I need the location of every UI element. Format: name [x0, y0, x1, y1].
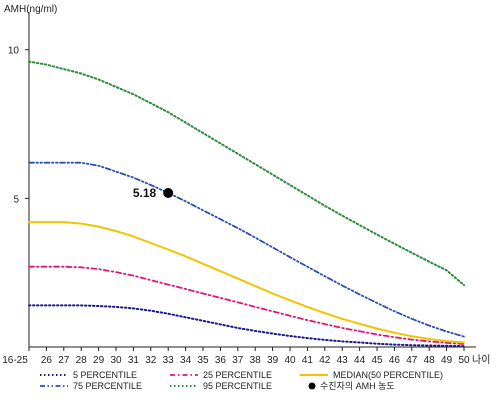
x-axis-title: 나이: [472, 354, 490, 366]
legend-label: 5 PERCENTILE: [73, 370, 137, 380]
legend-label: 25 PERCENTILE: [203, 370, 272, 380]
x-tick-label: 41: [302, 355, 314, 366]
x-tick-label: 45: [371, 355, 383, 366]
x-tick-label: 50: [458, 355, 470, 366]
legend-label: 75 PERCENTILE: [73, 381, 142, 391]
series-line-95-percentile: [28, 60, 465, 287]
legend-label: 수진자의 AMH 농도: [320, 381, 395, 391]
x-tick-label: 43: [337, 355, 349, 366]
x-tick-label: 37: [232, 355, 244, 366]
y-tick-label: 5: [13, 194, 19, 205]
x-tick-label: 26: [41, 355, 53, 366]
x-tick-label: 48: [424, 355, 436, 366]
x-tick-label: 44: [354, 355, 366, 366]
x-tick-label: 33: [163, 355, 175, 366]
x-tick-label: 31: [128, 355, 140, 366]
x-tick-label: 16-25: [2, 355, 28, 366]
x-tick-label: 35: [197, 355, 209, 366]
x-tick-label: 47: [406, 355, 418, 366]
series-line-25-percentile: [28, 265, 465, 345]
x-tick-label: 40: [284, 355, 296, 366]
x-tick-label: 30: [110, 355, 122, 366]
x-tick-label: 32: [145, 355, 157, 366]
x-tick-label: 27: [58, 355, 70, 366]
x-tick-label: 34: [180, 355, 192, 366]
x-tick-label: 46: [389, 355, 401, 366]
legend-label: 95 PERCENTILE: [203, 381, 272, 391]
x-tick-label: 29: [93, 355, 105, 366]
patient-amh-point: [163, 188, 174, 199]
legend-label: MEDIAN(50 PERCENTILE): [333, 370, 443, 380]
series-line-75-percentile: [28, 161, 465, 338]
series-line-5-percentile: [28, 304, 465, 348]
patient-amh-label: 5.18: [133, 186, 157, 200]
x-tick-label: 39: [267, 355, 279, 366]
x-tick-label: 42: [319, 355, 331, 366]
series-line-median-50-percentile: [28, 221, 465, 344]
legend-swatch-patient: [308, 382, 316, 390]
y-tick-label: 10: [8, 46, 20, 57]
x-tick-label: 28: [76, 355, 88, 366]
x-tick-label: 36: [215, 355, 227, 366]
x-tick-label: 38: [250, 355, 262, 366]
x-tick-label: 49: [441, 355, 453, 366]
y-axis-title: AMH(ng/ml): [4, 4, 57, 15]
